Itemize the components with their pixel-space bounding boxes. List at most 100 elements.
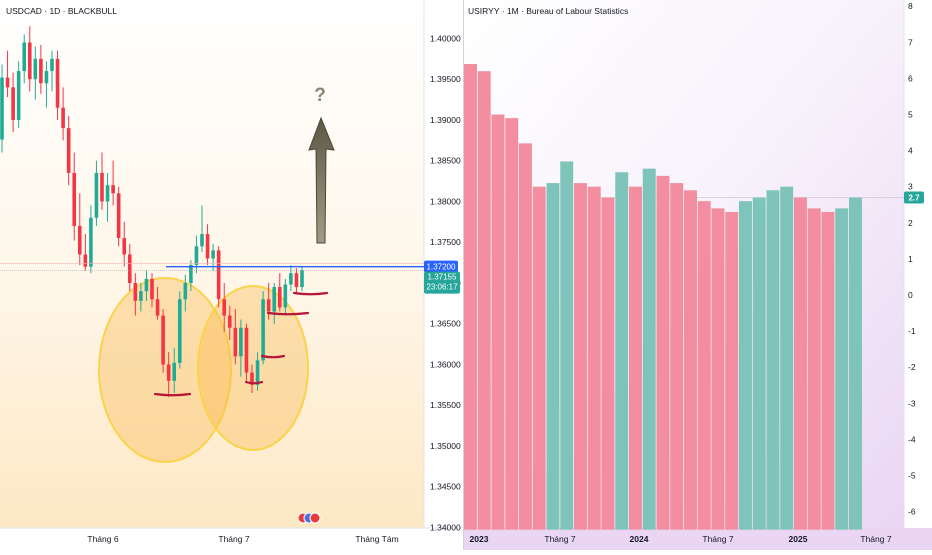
candle-body[interactable] bbox=[5, 77, 10, 88]
candle-body[interactable] bbox=[183, 282, 188, 300]
candle-body[interactable] bbox=[83, 254, 88, 267]
candle-body[interactable] bbox=[16, 71, 21, 120]
candle-body[interactable] bbox=[216, 250, 221, 300]
candle-body[interactable] bbox=[294, 273, 299, 288]
candle-body[interactable] bbox=[189, 265, 193, 283]
inflation-bar[interactable] bbox=[835, 208, 849, 530]
inflation-bar[interactable] bbox=[684, 190, 697, 530]
candle-body[interactable] bbox=[266, 299, 271, 312]
inflation-bar[interactable] bbox=[629, 186, 642, 530]
inflation-bar[interactable] bbox=[505, 118, 519, 530]
candle-body[interactable] bbox=[139, 291, 143, 301]
candle-body[interactable] bbox=[161, 315, 165, 365]
candle-body[interactable] bbox=[27, 42, 32, 80]
inflation-bar[interactable] bbox=[670, 183, 684, 530]
candle-body[interactable] bbox=[44, 71, 49, 84]
inflation-bar[interactable] bbox=[642, 168, 656, 530]
value-tick-label: -4 bbox=[908, 434, 916, 444]
inflation-bar[interactable] bbox=[766, 190, 780, 530]
time-tick-label: Tháng 7 bbox=[702, 534, 733, 544]
inflation-bar[interactable] bbox=[780, 186, 794, 530]
support-mark[interactable] bbox=[260, 354, 286, 359]
candle-body[interactable] bbox=[244, 327, 249, 373]
inflation-bar[interactable] bbox=[546, 183, 560, 530]
candle-body[interactable] bbox=[61, 107, 65, 129]
inflation-bar[interactable] bbox=[711, 208, 725, 530]
candle-body[interactable] bbox=[105, 185, 110, 202]
candle-body[interactable] bbox=[255, 360, 260, 385]
candle-body[interactable] bbox=[261, 299, 265, 361]
candle-body[interactable] bbox=[133, 282, 138, 301]
candle-body[interactable] bbox=[177, 299, 182, 363]
candle-body[interactable] bbox=[77, 225, 82, 255]
candle-body[interactable] bbox=[239, 327, 243, 357]
usdcad-chart-panel[interactable]: 1.40000 1.39500 1.39000 1.38500 1.38000 1.375… bbox=[0, 0, 464, 550]
candle-body[interactable] bbox=[227, 315, 232, 328]
candle-body[interactable] bbox=[89, 217, 93, 267]
inflation-bar[interactable] bbox=[601, 197, 615, 530]
candle-body[interactable] bbox=[205, 234, 210, 259]
inflation-bar[interactable] bbox=[491, 114, 505, 530]
candle-body[interactable] bbox=[72, 172, 77, 226]
candle-body[interactable] bbox=[272, 287, 277, 312]
price-tick-label: 1.38500 bbox=[430, 156, 461, 166]
candle-body[interactable] bbox=[289, 273, 293, 285]
candle-body[interactable] bbox=[250, 372, 254, 385]
candle-body[interactable] bbox=[233, 327, 238, 357]
inflation-bar[interactable] bbox=[752, 197, 766, 530]
candle-body[interactable] bbox=[122, 238, 127, 255]
candle-body[interactable] bbox=[277, 287, 282, 308]
candle-body[interactable] bbox=[22, 42, 27, 72]
inflation-bar[interactable] bbox=[725, 211, 739, 530]
events-flag-icon[interactable] bbox=[297, 512, 321, 524]
inflation-bar[interactable] bbox=[697, 201, 711, 530]
candle-body[interactable] bbox=[33, 58, 38, 80]
candle-body[interactable] bbox=[200, 234, 204, 247]
inflation-bar[interactable] bbox=[821, 211, 835, 530]
inflation-bar[interactable] bbox=[519, 143, 532, 530]
inflation-bar[interactable] bbox=[615, 172, 629, 530]
usiryy-chart-panel[interactable]: 8 7 6 5 4 3 2 1 0 -1 -2 -3 -4 -5 -6 2023 Tháng 7 2024 Thán… bbox=[464, 0, 932, 550]
candle-body[interactable] bbox=[39, 58, 43, 84]
up-arrow[interactable] bbox=[308, 116, 335, 244]
inflation-bar[interactable] bbox=[849, 197, 862, 530]
candle-body[interactable] bbox=[111, 185, 115, 194]
inflation-bar[interactable] bbox=[739, 201, 752, 530]
usiryy-chart[interactable]: 8 7 6 5 4 3 2 1 0 -1 -2 -3 -4 -5 -6 2023 Tháng 7 2024 Thán… bbox=[464, 0, 932, 550]
support-mark[interactable] bbox=[292, 291, 329, 296]
candle-body[interactable] bbox=[100, 172, 104, 202]
candle-body[interactable] bbox=[94, 172, 99, 218]
candle-body[interactable] bbox=[300, 270, 304, 288]
candle-body[interactable] bbox=[66, 128, 71, 173]
inflation-bar[interactable] bbox=[560, 161, 574, 530]
candle-body[interactable] bbox=[55, 58, 60, 108]
inflation-bar[interactable] bbox=[464, 63, 477, 530]
inflation-bar[interactable] bbox=[574, 183, 587, 530]
usdcad-chart[interactable]: 1.40000 1.39500 1.39000 1.38500 1.38000 1.375… bbox=[0, 0, 464, 550]
candle-body[interactable] bbox=[116, 193, 121, 239]
inflation-bar[interactable] bbox=[794, 197, 807, 530]
panel-divider[interactable] bbox=[463, 0, 464, 550]
inflation-bar[interactable] bbox=[477, 71, 491, 530]
candle-body[interactable] bbox=[222, 299, 227, 316]
support-mark[interactable] bbox=[153, 392, 192, 397]
inflation-bar[interactable] bbox=[656, 175, 670, 530]
support-mark[interactable] bbox=[244, 380, 264, 385]
candle-body[interactable] bbox=[144, 278, 149, 292]
inflation-bar[interactable] bbox=[807, 208, 821, 530]
inflation-bar[interactable] bbox=[587, 186, 601, 530]
inflation-bar[interactable] bbox=[532, 186, 546, 530]
candle-body[interactable] bbox=[166, 364, 171, 381]
candle-body[interactable] bbox=[211, 250, 215, 259]
candle-body[interactable] bbox=[127, 254, 132, 283]
candle-body[interactable] bbox=[172, 362, 177, 381]
price-tick-label: 1.36000 bbox=[430, 359, 461, 369]
candle-body[interactable] bbox=[283, 284, 288, 308]
support-mark[interactable] bbox=[266, 311, 310, 316]
candle-body[interactable] bbox=[194, 246, 199, 266]
candle-body[interactable] bbox=[11, 87, 15, 120]
candle-body[interactable] bbox=[155, 299, 160, 316]
candle-body[interactable] bbox=[150, 278, 154, 300]
candle-body[interactable] bbox=[50, 58, 54, 72]
candle-body[interactable] bbox=[0, 77, 4, 140]
